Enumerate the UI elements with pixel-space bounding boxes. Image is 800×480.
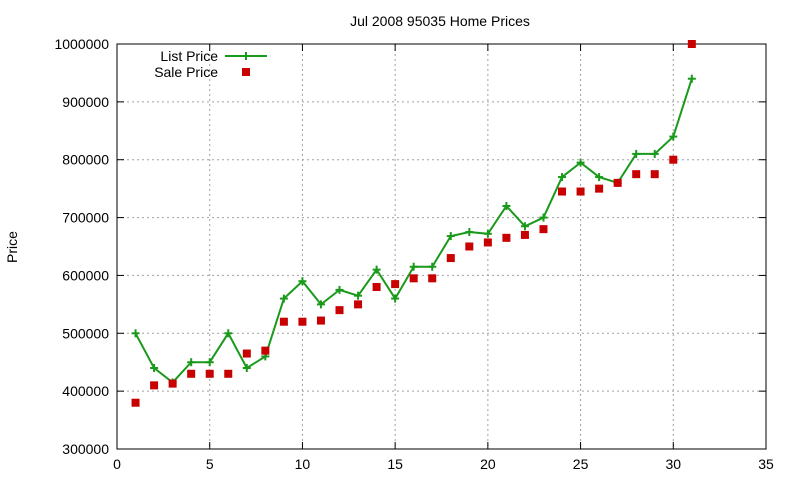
data-point (650, 170, 659, 179)
series-layer (131, 40, 696, 407)
data-point (687, 40, 696, 48)
data-point (316, 316, 325, 325)
data-point (335, 285, 344, 294)
data-point (298, 317, 307, 326)
data-point (298, 277, 307, 286)
y-tick-label: 600000 (62, 267, 109, 283)
data-point (242, 349, 251, 358)
series-list-price (131, 74, 696, 387)
data-point (187, 358, 196, 367)
data-point (391, 280, 400, 289)
x-tick-label: 20 (480, 456, 496, 472)
data-point (446, 254, 455, 263)
y-tick-label: 900000 (62, 94, 109, 110)
x-tick-label: 25 (573, 456, 589, 472)
data-point (279, 317, 288, 326)
data-point (409, 262, 418, 271)
data-point (391, 294, 400, 303)
data-point (168, 379, 177, 388)
data-point (632, 149, 641, 158)
plot-frame (116, 43, 767, 450)
data-point (316, 300, 325, 309)
data-point (576, 187, 585, 196)
legend-swatch-marker (242, 52, 250, 60)
y-tick-label: 300000 (62, 441, 109, 457)
data-point (187, 369, 196, 378)
data-point (632, 170, 641, 179)
y-tick-label: 800000 (62, 152, 109, 168)
data-point (595, 184, 604, 193)
data-point (669, 155, 678, 164)
data-point (558, 187, 567, 196)
data-point (428, 274, 437, 283)
data-point (261, 346, 270, 355)
x-tick-label: 10 (295, 456, 311, 472)
legend-swatch-marker (242, 68, 250, 76)
legend-label: List Price (160, 48, 218, 64)
data-point (372, 283, 381, 291)
data-point (520, 230, 529, 239)
data-point (224, 329, 233, 338)
data-point (242, 364, 251, 372)
x-tick-label: 15 (387, 456, 403, 472)
data-point (205, 369, 214, 378)
data-point (446, 232, 455, 241)
x-tick-label: 35 (758, 456, 774, 472)
x-tick-label: 30 (665, 456, 681, 472)
legend-label: Sale Price (154, 64, 218, 80)
data-point (520, 222, 529, 231)
axes: 0 5 10 15 20 25 30 35 300000 400000 500000 600000 70… (54, 36, 774, 472)
data-point (354, 291, 363, 300)
x-tick-label: 0 (113, 456, 121, 472)
data-point (279, 294, 288, 303)
data-point (465, 242, 474, 251)
y-tick-label: 500000 (62, 325, 109, 341)
y-tick-label: 400000 (62, 383, 109, 399)
data-point (131, 398, 140, 407)
data-point (150, 381, 159, 390)
data-point (502, 233, 511, 242)
y-tick-label: 1000000 (54, 36, 109, 52)
data-point (613, 178, 622, 187)
data-point (539, 213, 548, 222)
data-point (669, 132, 678, 141)
chart-title: Jul 2008 95035 Home Prices (350, 13, 530, 29)
x-tick-label: 5 (206, 456, 214, 472)
data-point (650, 149, 659, 158)
data-point (483, 229, 492, 238)
y-tick-label: 700000 (62, 210, 109, 226)
data-point (335, 306, 344, 315)
series-sale-price (131, 40, 696, 407)
data-point (687, 74, 696, 83)
y-axis-label: Price (4, 231, 20, 263)
data-point (576, 158, 585, 167)
data-point (224, 369, 233, 378)
data-point (428, 262, 437, 271)
series-line (134, 78, 693, 384)
data-point (595, 173, 604, 182)
data-point (558, 173, 567, 182)
grid-lines (117, 44, 766, 449)
data-point (465, 228, 474, 237)
data-point (502, 202, 511, 210)
data-point (483, 238, 492, 247)
data-point (131, 329, 140, 338)
data-point (150, 364, 159, 372)
data-point (409, 274, 418, 283)
data-point (354, 300, 363, 309)
data-point (205, 358, 214, 367)
data-point (372, 265, 381, 274)
data-point (539, 225, 548, 234)
